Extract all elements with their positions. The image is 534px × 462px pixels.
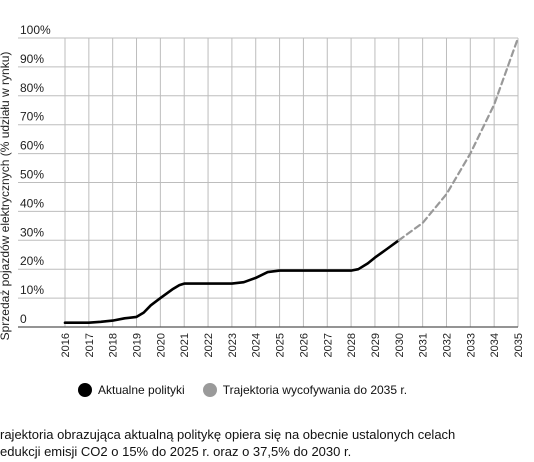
x-tick-label: 2021 bbox=[179, 333, 191, 357]
y-tick-label: 70% bbox=[20, 110, 44, 124]
x-tick-label: 2030 bbox=[394, 333, 406, 357]
line-chart: 010%20%30%40%50%60%70%80%90%100% 2016 201… bbox=[0, 23, 525, 357]
legend-swatch-phaseout bbox=[202, 383, 217, 397]
x-tick-label: 2034 bbox=[489, 333, 501, 357]
x-tick-label: 2022 bbox=[203, 333, 215, 357]
y-tick-label: 90% bbox=[20, 52, 44, 66]
x-tick-label: 2017 bbox=[84, 333, 96, 357]
chart-series bbox=[63, 36, 520, 324]
x-tick-label: 2027 bbox=[322, 333, 334, 357]
y-axis-label: Sprzedaż pojazdów elektrycznych (% udzia… bbox=[0, 52, 12, 341]
y-tick-label: 60% bbox=[20, 139, 44, 153]
x-tick-label: 2031 bbox=[418, 333, 430, 357]
x-tick-label: 2029 bbox=[370, 333, 382, 357]
x-tick-labels: 2016 2017 2018 2019 2020 2021 2022 2023 2024 2025… bbox=[60, 333, 525, 357]
x-tick-label: 2026 bbox=[298, 333, 310, 357]
x-tick-label: 2018 bbox=[108, 333, 120, 357]
caption-line-1: rajektoria obrazująca aktualną politykę … bbox=[0, 427, 456, 442]
x-tick-label: 2033 bbox=[465, 333, 477, 357]
legend-label-phaseout: Trajektoria wycofywania do 2035 r. bbox=[222, 383, 408, 397]
chart-grid bbox=[18, 37, 519, 328]
y-tick-label: 30% bbox=[20, 225, 44, 239]
x-tick-label: 2023 bbox=[227, 333, 239, 357]
y-tick-labels: 0 10% 20% 30% 40% 50% 60% 70% 80% 90% 100% bbox=[20, 23, 51, 326]
y-tick-label: 0 bbox=[20, 312, 27, 326]
series-line-current bbox=[63, 239, 401, 324]
x-tick-label: 2028 bbox=[346, 333, 358, 357]
y-tick-label: 100% bbox=[20, 23, 51, 37]
y-tick-label: 40% bbox=[20, 196, 44, 210]
y-tick-label: 20% bbox=[20, 254, 44, 268]
y-tick-label: 50% bbox=[20, 168, 44, 182]
x-tick-label: 2035 bbox=[513, 333, 525, 357]
y-tick-label: 10% bbox=[20, 283, 44, 297]
x-tick-label: 2025 bbox=[275, 333, 287, 357]
caption-line-2: edukcji emisji CO2 o 15% do 2025 r. oraz… bbox=[0, 444, 352, 459]
legend-label-current: Aktualne polityki bbox=[98, 383, 185, 397]
chart-legend: Aktualne polityki Trajektoria wycofywani… bbox=[78, 383, 425, 397]
legend-item-phaseout: Trajektoria wycofywania do 2035 r. bbox=[202, 383, 408, 397]
x-tick-label: 2032 bbox=[441, 333, 453, 357]
legend-swatch-current bbox=[78, 383, 92, 397]
x-tick-label: 2020 bbox=[155, 333, 167, 357]
series-line-phaseout bbox=[397, 36, 520, 242]
x-tick-label: 2019 bbox=[132, 333, 144, 357]
y-tick-label: 80% bbox=[20, 81, 44, 95]
x-tick-label: 2016 bbox=[60, 333, 72, 357]
legend-item-current-policies: Aktualne polityki bbox=[78, 383, 185, 397]
chart-caption: rajektoria obrazująca aktualną politykę … bbox=[0, 426, 534, 460]
x-tick-label: 2024 bbox=[251, 333, 263, 357]
